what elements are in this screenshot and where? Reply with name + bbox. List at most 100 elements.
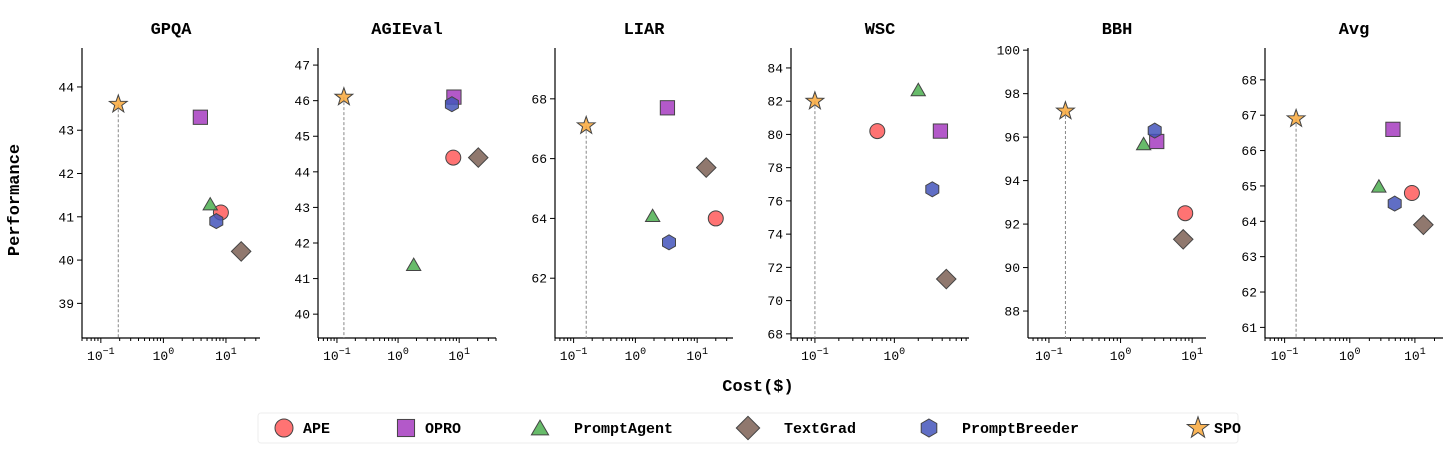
tick-base: 10 bbox=[1271, 349, 1287, 364]
y-tick-label: 63 bbox=[1241, 250, 1257, 265]
tick-base: 10 bbox=[215, 349, 231, 364]
point-spo bbox=[333, 86, 355, 106]
point-spo bbox=[804, 90, 826, 111]
point-promptbreeder bbox=[444, 96, 459, 113]
y-tick-label: 70 bbox=[767, 294, 783, 309]
y-tick-label: 40 bbox=[294, 308, 310, 323]
y-tick-label: 42 bbox=[294, 236, 310, 251]
point-promptagent bbox=[1370, 178, 1387, 193]
x-tick-label: 10−1 bbox=[87, 347, 115, 364]
y-tick-label: 44 bbox=[294, 165, 310, 180]
x-tick-label: 10−1 bbox=[1035, 347, 1063, 364]
point-opro bbox=[932, 123, 949, 139]
y-tick-label: 41 bbox=[58, 210, 74, 225]
y-tick-label: 45 bbox=[294, 130, 310, 145]
point-promptbreeder bbox=[1147, 122, 1162, 139]
y-tick-label: 46 bbox=[294, 94, 310, 109]
legend-label: SPO bbox=[1214, 421, 1241, 438]
point-textgrad bbox=[230, 240, 252, 262]
legend-item-promptbreeder: PromptBreeder bbox=[920, 418, 1079, 438]
y-tick-label: 39 bbox=[58, 297, 74, 312]
point-promptagent bbox=[405, 257, 422, 271]
point-spo bbox=[1055, 100, 1076, 120]
tick-exponent: −1 bbox=[339, 347, 351, 358]
point-opro bbox=[192, 109, 209, 125]
tick-base: 10 bbox=[801, 349, 817, 364]
y-tick-label: 44 bbox=[58, 80, 74, 95]
legend-label: APE bbox=[303, 421, 330, 438]
tick-exponent: 0 bbox=[899, 347, 905, 358]
tick-exponent: 1 bbox=[1197, 347, 1203, 358]
legend-item-ape: APE bbox=[274, 418, 330, 438]
tick-base: 10 bbox=[153, 349, 169, 364]
y-tick-label: 62 bbox=[1241, 286, 1257, 301]
point-opro bbox=[659, 100, 676, 116]
x-tick-label: 10−1 bbox=[560, 347, 588, 364]
y-tick-label: 68 bbox=[1241, 73, 1257, 88]
tick-exponent: 0 bbox=[1355, 347, 1361, 358]
x-tick-label: 101 bbox=[1404, 347, 1426, 364]
tick-exponent: 1 bbox=[702, 347, 708, 358]
x-tick-label: 101 bbox=[686, 347, 708, 364]
y-tick-label: 41 bbox=[294, 272, 310, 287]
x-tick-label: 10−1 bbox=[1271, 347, 1299, 364]
legend-item-opro: OPRO bbox=[396, 418, 461, 438]
subplot-title: BBH bbox=[1102, 21, 1133, 40]
point-promptbreeder bbox=[925, 181, 940, 198]
x-tick-label: 100 bbox=[387, 347, 409, 364]
tick-exponent: 0 bbox=[640, 347, 646, 358]
y-tick-label: 61 bbox=[1241, 321, 1257, 336]
y-axis-label: Performance bbox=[6, 144, 25, 256]
tick-exponent: 0 bbox=[403, 347, 409, 358]
legend-item-spo: SPO bbox=[1185, 415, 1241, 439]
legend-label: OPRO bbox=[425, 421, 461, 438]
tick-exponent: −1 bbox=[1286, 347, 1298, 358]
legend-marker-triangle-icon bbox=[530, 419, 550, 436]
legend-label: PromptAgent bbox=[574, 421, 673, 438]
point-textgrad bbox=[1172, 228, 1194, 250]
y-tick-label: 43 bbox=[294, 201, 310, 216]
x-tick-label: 101 bbox=[215, 347, 237, 364]
tick-base: 10 bbox=[448, 349, 464, 364]
point-promptbreeder bbox=[662, 234, 676, 251]
y-tick-label: 94 bbox=[1004, 174, 1020, 189]
tick-exponent: 0 bbox=[168, 347, 174, 358]
y-tick-label: 78 bbox=[767, 161, 783, 176]
point-promptagent bbox=[1135, 136, 1152, 151]
tick-base: 10 bbox=[387, 349, 403, 364]
x-tick-label: 10−1 bbox=[801, 347, 829, 364]
tick-exponent: −1 bbox=[817, 347, 829, 358]
tick-base: 10 bbox=[884, 349, 900, 364]
y-tick-label: 100 bbox=[997, 44, 1020, 59]
y-tick-label: 68 bbox=[767, 327, 783, 342]
x-tick-label: 101 bbox=[1181, 347, 1203, 364]
tick-base: 10 bbox=[1035, 349, 1051, 364]
x-axis-label: Cost($) bbox=[722, 378, 793, 397]
y-tick-label: 67 bbox=[1241, 109, 1257, 124]
tick-exponent: −1 bbox=[1051, 347, 1063, 358]
tick-exponent: 0 bbox=[1125, 347, 1131, 358]
x-tick-label: 100 bbox=[1339, 347, 1361, 364]
tick-exponent: −1 bbox=[103, 347, 115, 358]
point-ape bbox=[707, 210, 724, 227]
tick-base: 10 bbox=[323, 349, 339, 364]
point-ape bbox=[1177, 205, 1194, 222]
legend-item-textgrad: TextGrad bbox=[735, 415, 856, 441]
point-opro bbox=[1385, 121, 1401, 137]
x-tick-label: 100 bbox=[884, 347, 906, 364]
subplot-title: WSC bbox=[865, 21, 896, 40]
x-tick-label: 100 bbox=[153, 347, 175, 364]
point-promptagent bbox=[644, 208, 661, 222]
tick-base: 10 bbox=[87, 349, 103, 364]
y-tick-label: 66 bbox=[531, 152, 547, 167]
y-tick-label: 72 bbox=[767, 261, 783, 276]
y-tick-label: 84 bbox=[767, 61, 783, 76]
x-tick-label: 101 bbox=[448, 347, 470, 364]
y-tick-label: 42 bbox=[58, 167, 74, 182]
